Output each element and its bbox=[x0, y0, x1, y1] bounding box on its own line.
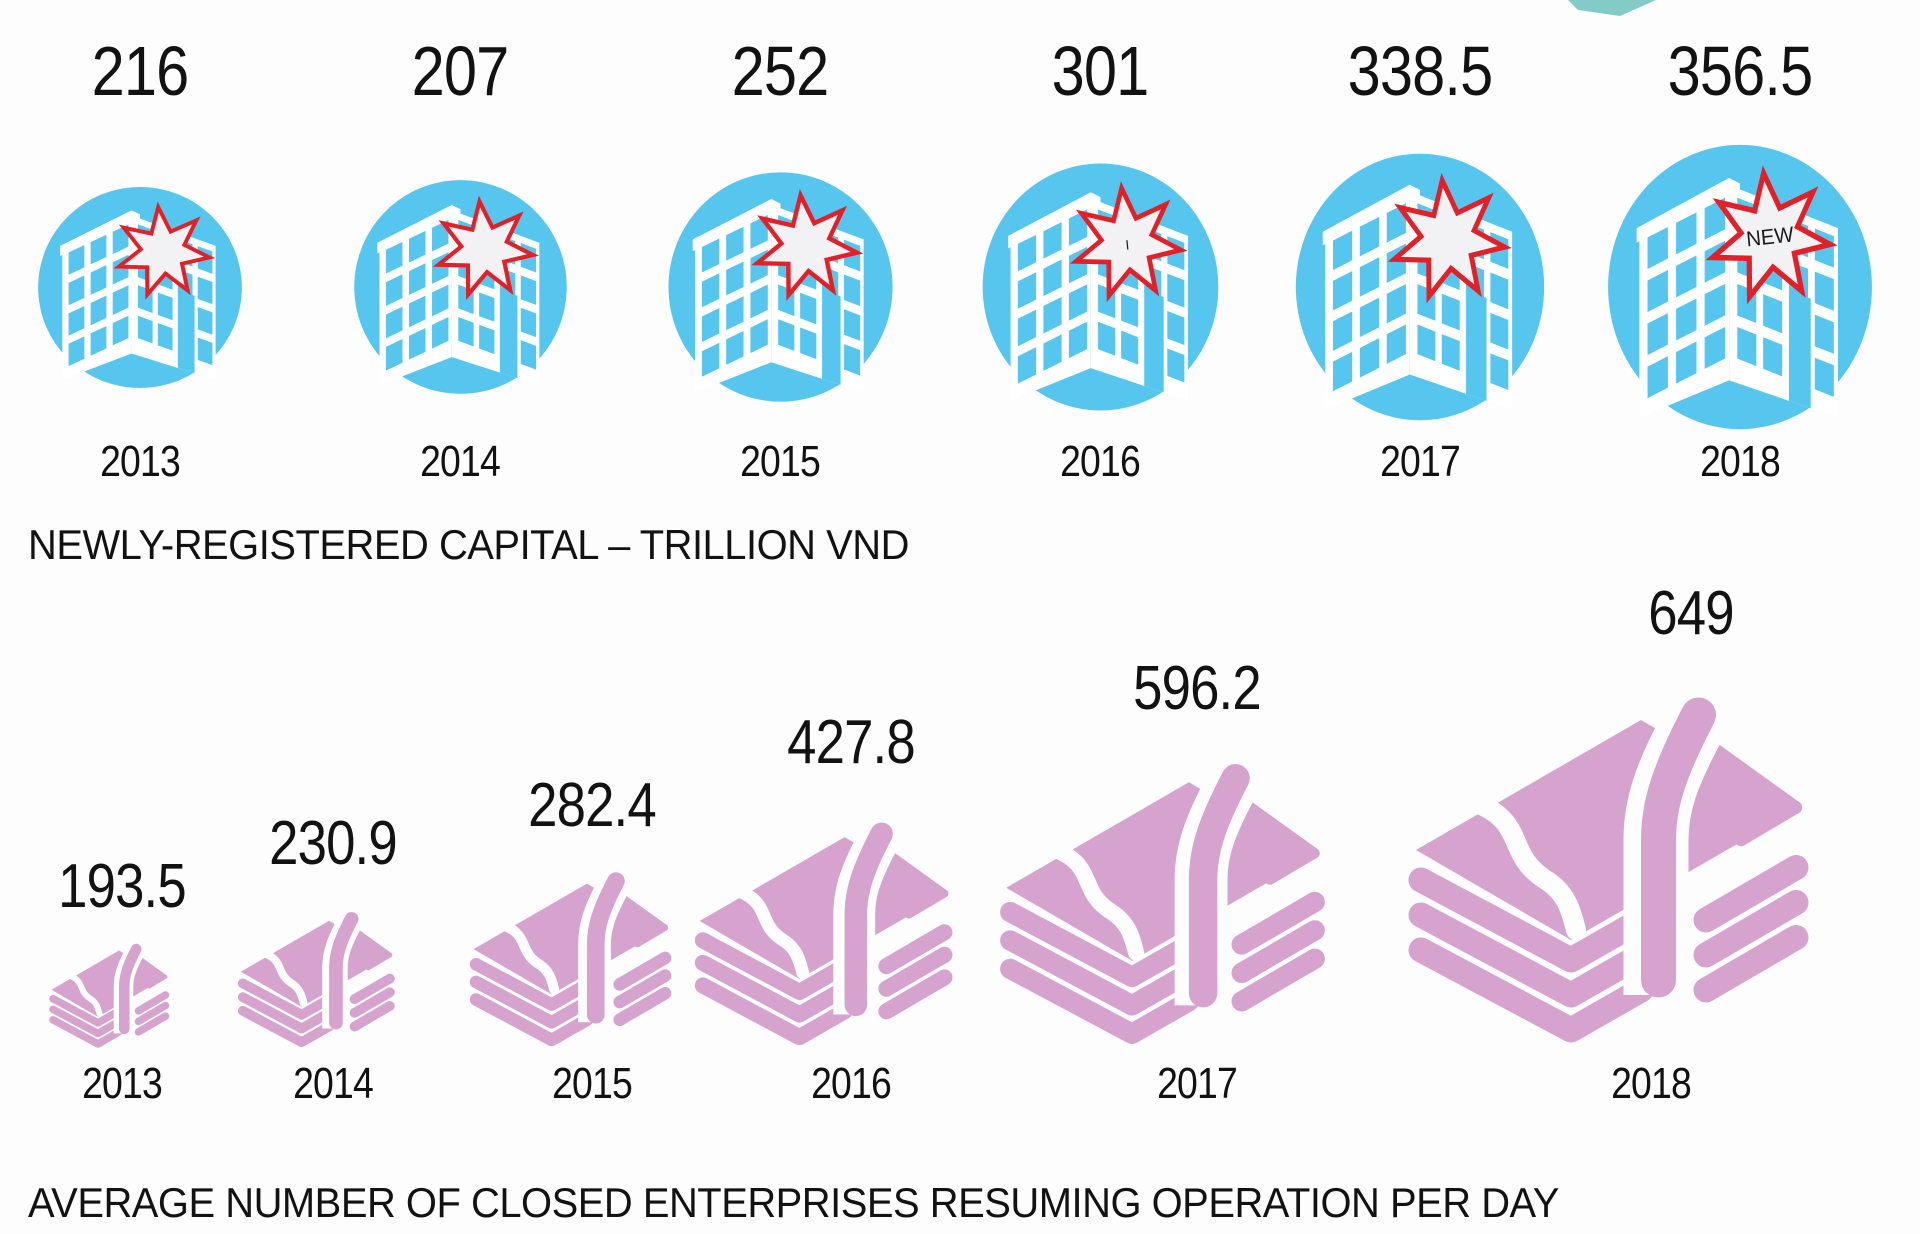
corner-decoration-icon bbox=[1566, 0, 1658, 17]
building-with-starburst-icon bbox=[35, 185, 245, 390]
money-stack-icon bbox=[466, 871, 718, 1050]
bottom-section-label: AVERAGE NUMBER OF CLOSED ENTERPRISES RES… bbox=[28, 1179, 1559, 1226]
top-value-label: 356.5 bbox=[1667, 32, 1813, 110]
bottom-year-label: 2014 bbox=[293, 1059, 374, 1108]
svg-text:I: I bbox=[1124, 237, 1129, 253]
money-stack-icon bbox=[235, 911, 431, 1050]
money-stack-icon bbox=[690, 821, 1012, 1050]
money-stack-icon bbox=[994, 762, 1400, 1050]
money-stack-icon bbox=[1401, 695, 1901, 1050]
bottom-year-label: 2013 bbox=[82, 1059, 163, 1108]
bottom-value-label: 649 bbox=[1648, 579, 1734, 648]
top-value-label: 252 bbox=[731, 32, 830, 110]
building-with-starburst-icon bbox=[1292, 151, 1548, 423]
building-with-starburst-icon bbox=[665, 170, 896, 404]
top-year-label: 2013 bbox=[100, 437, 181, 486]
bottom-year-label: 2017 bbox=[1157, 1059, 1238, 1108]
bottom-year-label: 2016 bbox=[811, 1059, 892, 1108]
top-value-label: 338.5 bbox=[1347, 32, 1493, 110]
building-with-starburst-icon bbox=[351, 178, 570, 396]
bottom-year-label: 2015 bbox=[552, 1059, 633, 1108]
top-year-label: 2018 bbox=[1700, 437, 1781, 486]
top-year-label: 2014 bbox=[420, 437, 501, 486]
top-value-label: 207 bbox=[411, 32, 510, 110]
top-year-label: 2015 bbox=[740, 437, 821, 486]
bottom-value-label: 230.9 bbox=[269, 809, 397, 878]
svg-text:NEW: NEW bbox=[1745, 223, 1795, 252]
top-year-label: 2016 bbox=[1060, 437, 1141, 486]
bottom-value-label: 193.5 bbox=[58, 852, 186, 921]
top-value-label: 216 bbox=[91, 32, 190, 110]
bottom-year-label: 2018 bbox=[1611, 1059, 1692, 1108]
bottom-value-label: 596.2 bbox=[1133, 654, 1261, 723]
top-year-label: 2017 bbox=[1380, 437, 1461, 486]
building-with-starburst-icon: I bbox=[979, 161, 1222, 413]
top-value-label: 301 bbox=[1051, 32, 1150, 110]
bottom-value-label: 427.8 bbox=[787, 708, 915, 777]
bottom-value-label: 282.4 bbox=[528, 771, 656, 840]
money-stack-icon bbox=[47, 943, 197, 1050]
top-section-label: NEWLY-REGISTERED CAPITAL – TRILLION VND bbox=[28, 521, 909, 568]
building-with-starburst-icon: NEW bbox=[1604, 142, 1876, 432]
